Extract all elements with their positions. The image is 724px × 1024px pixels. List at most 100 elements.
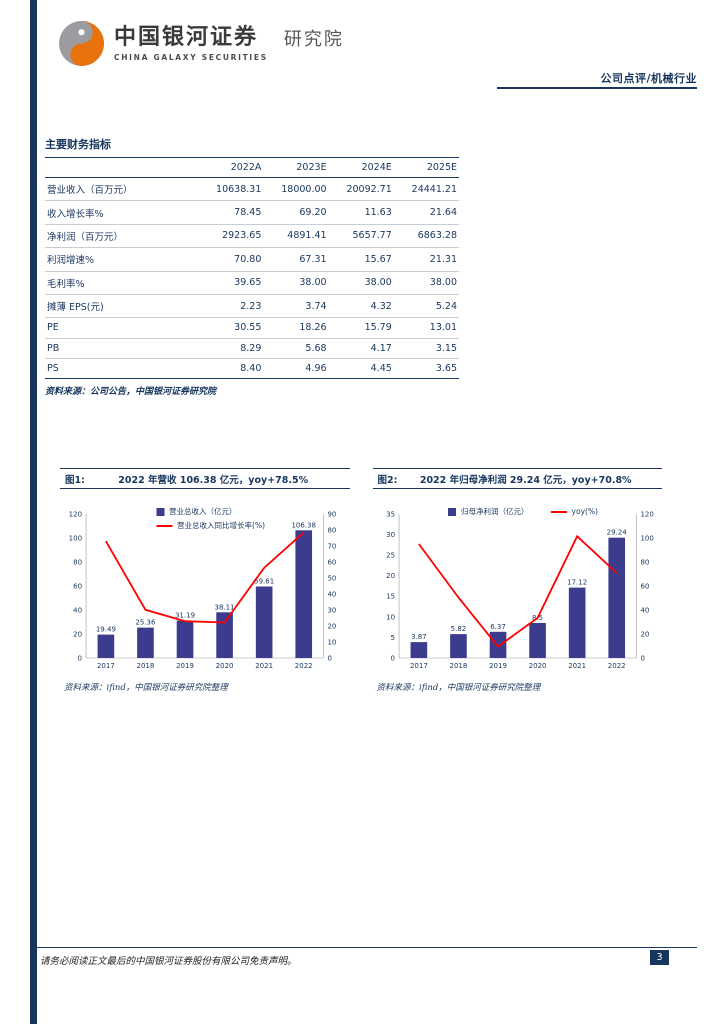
svg-text:2022: 2022 — [607, 662, 625, 670]
cell-value: 5657.77 — [328, 224, 394, 249]
cell-value: 5.68 — [263, 338, 329, 360]
row-label: PS — [45, 358, 199, 380]
cell-value: 8.40 — [198, 358, 264, 380]
svg-text:100: 100 — [69, 534, 82, 542]
table-row: 净利润（百万元） 2923.65 4891.41 5657.77 6863.28 — [45, 224, 459, 249]
svg-text:70: 70 — [327, 542, 336, 550]
table-row: 利润增速% 70.80 67.31 15.67 21.31 — [45, 247, 459, 272]
legend: 营业总收入（亿元） 营业总收入同比增长率(%) — [156, 506, 265, 531]
cell-value: 21.64 — [393, 200, 459, 225]
cell-value: 70.80 — [198, 247, 264, 272]
cell-value: 11.63 — [328, 200, 394, 225]
row-label: 营业收入（百万元） — [45, 177, 199, 202]
svg-text:2022: 2022 — [295, 662, 313, 670]
doc-type-label: 公司点评/机械行业 — [600, 72, 697, 85]
row-label: 毛利率% — [45, 271, 199, 295]
table-row: PE 30.55 18.26 15.79 13.01 — [45, 317, 459, 339]
chart-canvas: 0 5 10 15 20 25 30 35 0 20 40 60 80 100 120 3.87 2017 5.8… — [386, 510, 654, 670]
cell-value: 15.79 — [328, 317, 394, 339]
row-label: PB — [45, 338, 199, 360]
cell-value: 38.00 — [393, 271, 459, 295]
chart-canvas: 0 20 40 60 80 100 120 0 10 20 30 40 50 60 70 80 90 19.49 2… — [69, 510, 337, 670]
figure-label: 图1: — [65, 474, 85, 486]
cell-value: 69.20 — [263, 200, 329, 225]
legend-label: 营业总收入（亿元） — [169, 507, 237, 516]
line-swatch-icon — [550, 510, 567, 513]
svg-text:0: 0 — [640, 654, 644, 662]
svg-text:2017: 2017 — [97, 662, 115, 670]
legend: 归母净利润（亿元） yoy(%) — [448, 506, 598, 517]
bar-swatch-icon — [448, 507, 457, 516]
header-rule — [497, 87, 697, 89]
svg-text:59.61: 59.61 — [254, 578, 274, 586]
page-number-badge: 3 — [650, 950, 669, 965]
cell-value: 30.55 — [198, 317, 264, 339]
financial-table: 2022A 2023E 2024E 2025E 营业收入（百万元） 10638.31 18… — [45, 157, 459, 380]
brand-block: 中国银河证券 CHINA GALAXY SECURITIES — [114, 25, 268, 61]
cell-value: 2.23 — [198, 294, 264, 319]
svg-text:106.38: 106.38 — [291, 521, 316, 529]
column-header-empty — [45, 157, 199, 178]
svg-text:2020: 2020 — [528, 662, 546, 670]
legend-label: yoy(%) — [571, 507, 599, 516]
legend-label: 营业总收入同比增长率(%) — [177, 521, 266, 530]
figure-2: 图2: 2022 年归母净利润 29.24 亿元，yoy+70.8% 归母净利润… — [372, 468, 663, 693]
cell-value: 24441.21 — [393, 177, 459, 202]
svg-text:100: 100 — [640, 534, 653, 542]
svg-text:20: 20 — [327, 622, 336, 630]
svg-text:2018: 2018 — [137, 662, 155, 670]
svg-text:80: 80 — [640, 558, 649, 566]
report-header: 中国银河证券 CHINA GALAXY SECURITIES 研究院 — [58, 20, 344, 67]
svg-text:20: 20 — [73, 630, 82, 638]
svg-text:0: 0 — [327, 654, 331, 662]
bar-swatch-icon — [156, 507, 165, 516]
svg-text:10: 10 — [386, 613, 395, 621]
legend-label: 归母净利润（亿元） — [461, 507, 529, 516]
row-label: 收入增长率% — [45, 200, 199, 225]
svg-text:17.12: 17.12 — [567, 579, 587, 587]
svg-text:50: 50 — [327, 574, 336, 582]
table-row: 毛利率% 39.65 38.00 38.00 38.00 — [45, 271, 459, 295]
svg-text:40: 40 — [73, 606, 82, 614]
cell-value: 18000.00 — [263, 177, 329, 202]
svg-text:5: 5 — [390, 634, 394, 642]
figure-label: 图2: — [377, 474, 398, 486]
svg-text:60: 60 — [327, 558, 336, 566]
cell-value: 4.17 — [328, 338, 394, 360]
figure-2-plot: 归母净利润（亿元） yoy(%) 0 5 10 15 20 25 30 35 0 20 40 60 80 1… — [373, 502, 663, 674]
svg-text:0: 0 — [390, 654, 394, 662]
svg-text:80: 80 — [73, 558, 82, 566]
svg-text:20: 20 — [386, 572, 395, 580]
cell-value: 5.24 — [393, 294, 459, 319]
cell-value: 38.00 — [263, 271, 329, 295]
figure-title: 2022 年营收 106.38 亿元，yoy+78.5% — [118, 474, 309, 486]
table-header-row: 2022A 2023E 2024E 2025E — [45, 157, 459, 178]
row-label: 净利润（百万元） — [45, 224, 199, 249]
cell-value: 10638.31 — [198, 177, 264, 202]
column-header: 2022A — [198, 157, 264, 178]
svg-text:30: 30 — [386, 531, 395, 539]
line-swatch-icon — [156, 524, 173, 527]
svg-text:25.36: 25.36 — [135, 619, 156, 627]
cell-value: 39.65 — [198, 271, 264, 295]
svg-text:2018: 2018 — [449, 662, 467, 670]
table-row: PS 8.40 4.96 4.45 3.65 — [45, 358, 459, 380]
svg-text:5.82: 5.82 — [450, 625, 466, 633]
legend-item: 营业总收入（亿元） — [156, 506, 237, 517]
svg-text:2019: 2019 — [176, 662, 194, 670]
svg-text:0: 0 — [78, 654, 82, 662]
column-header: 2025E — [393, 157, 459, 178]
financial-section: 主要财务指标 2022A 2023E 2024E 2025E 营业收入（百万元） 106… — [45, 136, 459, 397]
legend-item: yoy(%) — [550, 507, 599, 516]
svg-text:40: 40 — [327, 590, 336, 598]
row-label: 摊薄 EPS(元) — [45, 294, 199, 319]
cell-value: 4.32 — [328, 294, 394, 319]
svg-text:10: 10 — [327, 638, 336, 646]
svg-text:3.87: 3.87 — [411, 633, 427, 641]
figure-2-header: 图2: 2022 年归母净利润 29.24 亿元，yoy+70.8% — [372, 468, 662, 489]
svg-text:40: 40 — [640, 606, 649, 614]
svg-text:90: 90 — [327, 510, 336, 518]
svg-text:29.24: 29.24 — [606, 529, 627, 537]
svg-text:120: 120 — [640, 510, 653, 518]
svg-text:60: 60 — [640, 582, 649, 590]
